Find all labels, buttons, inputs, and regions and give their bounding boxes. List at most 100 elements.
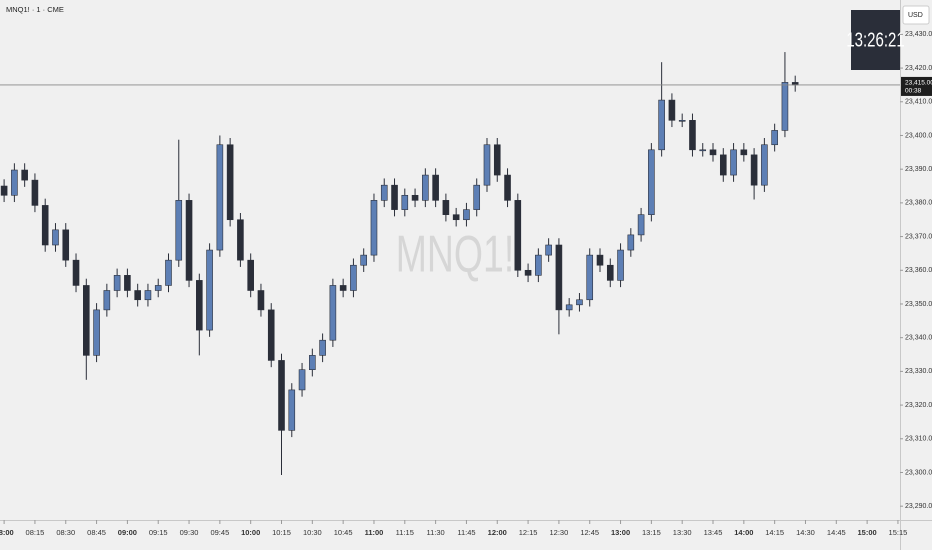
candle-body	[565, 304, 573, 311]
y-tick-label: 23,320.00	[905, 402, 932, 409]
candle-body	[350, 264, 357, 291]
candle-body	[473, 184, 481, 210]
candle-body	[134, 290, 141, 301]
x-tick-label: 11:00	[365, 528, 384, 537]
y-tick-label: 23,340.00	[905, 335, 932, 342]
x-tick-label: 13:45	[704, 528, 723, 537]
countdown: 00:38	[905, 88, 922, 95]
y-tick-label: 23,310.00	[905, 436, 932, 443]
candle-body	[452, 214, 460, 221]
x-tick-label: 08:00	[0, 528, 14, 537]
x-tick-label: 12:15	[519, 528, 538, 537]
candle-body	[52, 229, 59, 246]
candle-body	[483, 144, 491, 186]
candle-body	[555, 244, 563, 311]
y-tick-label: 23,420.00	[905, 65, 932, 72]
candle-body	[668, 99, 676, 121]
y-tick-label: 23,350.00	[905, 301, 932, 308]
candle-body	[165, 259, 172, 286]
x-tick-label: 13:15	[642, 528, 661, 537]
candle-body	[370, 200, 378, 256]
candle-body	[226, 144, 234, 221]
x-tick-label: 14:00	[734, 528, 753, 537]
candle-body	[545, 244, 552, 256]
y-tick-label: 23,360.00	[905, 267, 932, 274]
currency-box[interactable]	[902, 5, 930, 25]
candle-body	[709, 149, 717, 156]
candle-body	[463, 209, 470, 221]
last-price-label: 23,415.00	[905, 80, 932, 87]
candle-body	[93, 309, 100, 356]
candle-body	[11, 169, 18, 196]
candle-body	[761, 144, 768, 186]
x-tick-label: 10:15	[272, 528, 291, 537]
candle-body	[730, 149, 737, 176]
candle-body	[627, 234, 635, 251]
x-tick-label: 14:30	[796, 528, 815, 537]
candle-body	[596, 254, 604, 266]
candle-body	[31, 179, 39, 206]
candle-body	[689, 120, 696, 151]
y-tick-label: 23,430.00	[905, 31, 932, 38]
x-tick-label: 14:45	[827, 528, 846, 537]
x-tick-label: 09:30	[180, 528, 199, 537]
candle-body	[154, 285, 162, 291]
last-price-box	[901, 76, 932, 96]
y-tick-label: 23,370.00	[905, 233, 932, 240]
candle-body	[719, 154, 727, 176]
y-tick-label: 23,300.00	[905, 469, 932, 476]
candle-body	[380, 184, 388, 201]
clock: 13:26:21	[846, 28, 904, 51]
x-tick-label: 09:45	[210, 528, 229, 537]
candle-body	[658, 99, 665, 151]
candle-body	[411, 194, 419, 201]
y-tick-label: 23,330.00	[905, 368, 932, 375]
candle-body	[319, 339, 326, 356]
candle-body	[21, 169, 28, 181]
candle-body	[113, 275, 121, 291]
candle-body	[781, 82, 789, 131]
candle-body	[237, 219, 244, 261]
candle-body	[771, 130, 778, 146]
candle-body	[144, 290, 152, 301]
candle-body	[504, 174, 511, 201]
candle-body	[185, 200, 193, 281]
y-tick-label: 23,400.00	[905, 132, 932, 139]
x-tick-label: 10:45	[334, 528, 353, 537]
x-tick-label: 09:15	[149, 528, 168, 537]
x-tick-label: 13:30	[673, 528, 692, 537]
candle-body	[267, 309, 275, 361]
x-tick-label: 14:15	[765, 528, 784, 537]
candle-body	[535, 254, 542, 276]
candle-body	[699, 149, 707, 152]
candle-body	[586, 254, 594, 301]
x-tick-label: 08:45	[87, 528, 106, 537]
candle-body	[606, 264, 614, 281]
x-tick-label: 15:00	[858, 528, 877, 537]
candle-body	[493, 144, 501, 176]
candle-body	[648, 149, 655, 215]
x-tick-label: 12:00	[488, 528, 507, 537]
candle-body	[103, 290, 111, 311]
candle-body	[432, 174, 439, 201]
candle-body	[216, 144, 224, 251]
chart-title: MNQ1! · 1 · CME	[6, 5, 64, 14]
x-tick-label: 08:30	[56, 528, 75, 537]
candle-body	[83, 285, 90, 356]
x-tick-label: 15:15	[889, 528, 908, 537]
candle-body	[309, 355, 316, 370]
candle-body	[247, 259, 254, 291]
candle-body	[329, 285, 337, 341]
candle-body	[278, 360, 285, 431]
x-tick-label: 11:15	[396, 528, 414, 537]
watermark: MNQ1!	[396, 225, 515, 284]
candle-body	[339, 285, 347, 291]
candle-body	[442, 200, 450, 215]
candle-body	[72, 259, 80, 286]
candle-body	[524, 269, 532, 276]
candle-body	[576, 299, 583, 306]
candle-body	[124, 275, 131, 291]
candle-body	[422, 174, 429, 201]
candle-body	[678, 120, 686, 122]
x-tick-label: 12:30	[550, 528, 569, 537]
